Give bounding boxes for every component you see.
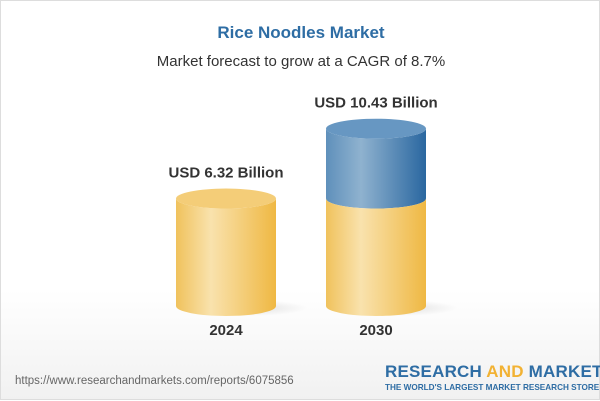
x-tick-label-2030: 2030 xyxy=(359,322,392,339)
chart-title: Rice Noodles Market xyxy=(217,23,385,42)
research-and-markets-logo: RESEARCH AND MARKETS THE WORLD'S LARGEST… xyxy=(385,362,600,392)
x-tick-label-2024: 2024 xyxy=(209,322,243,339)
bar-2024-body xyxy=(176,198,276,316)
source-url[interactable]: https://www.researchandmarkets.com/repor… xyxy=(15,375,294,387)
logo-text-research: RESEARCH xyxy=(385,362,487,381)
logo-text-and: AND xyxy=(486,362,524,381)
logo-tagline: THE WORLD'S LARGEST MARKET RESEARCH STOR… xyxy=(385,383,600,392)
bar-growth-2030-body xyxy=(326,128,426,209)
data-label-2030: USD 10.43 Billion xyxy=(314,95,437,112)
bar-base-2030-body xyxy=(326,198,426,316)
bar-2024-top xyxy=(176,188,276,209)
bar-growth-2030-top xyxy=(326,118,426,139)
data-label-2024: USD 6.32 Billion xyxy=(168,165,283,182)
chart-subtitle: Market forecast to grow at a CAGR of 8.7… xyxy=(156,53,446,70)
logo-text-markets: MARKETS xyxy=(528,362,600,381)
